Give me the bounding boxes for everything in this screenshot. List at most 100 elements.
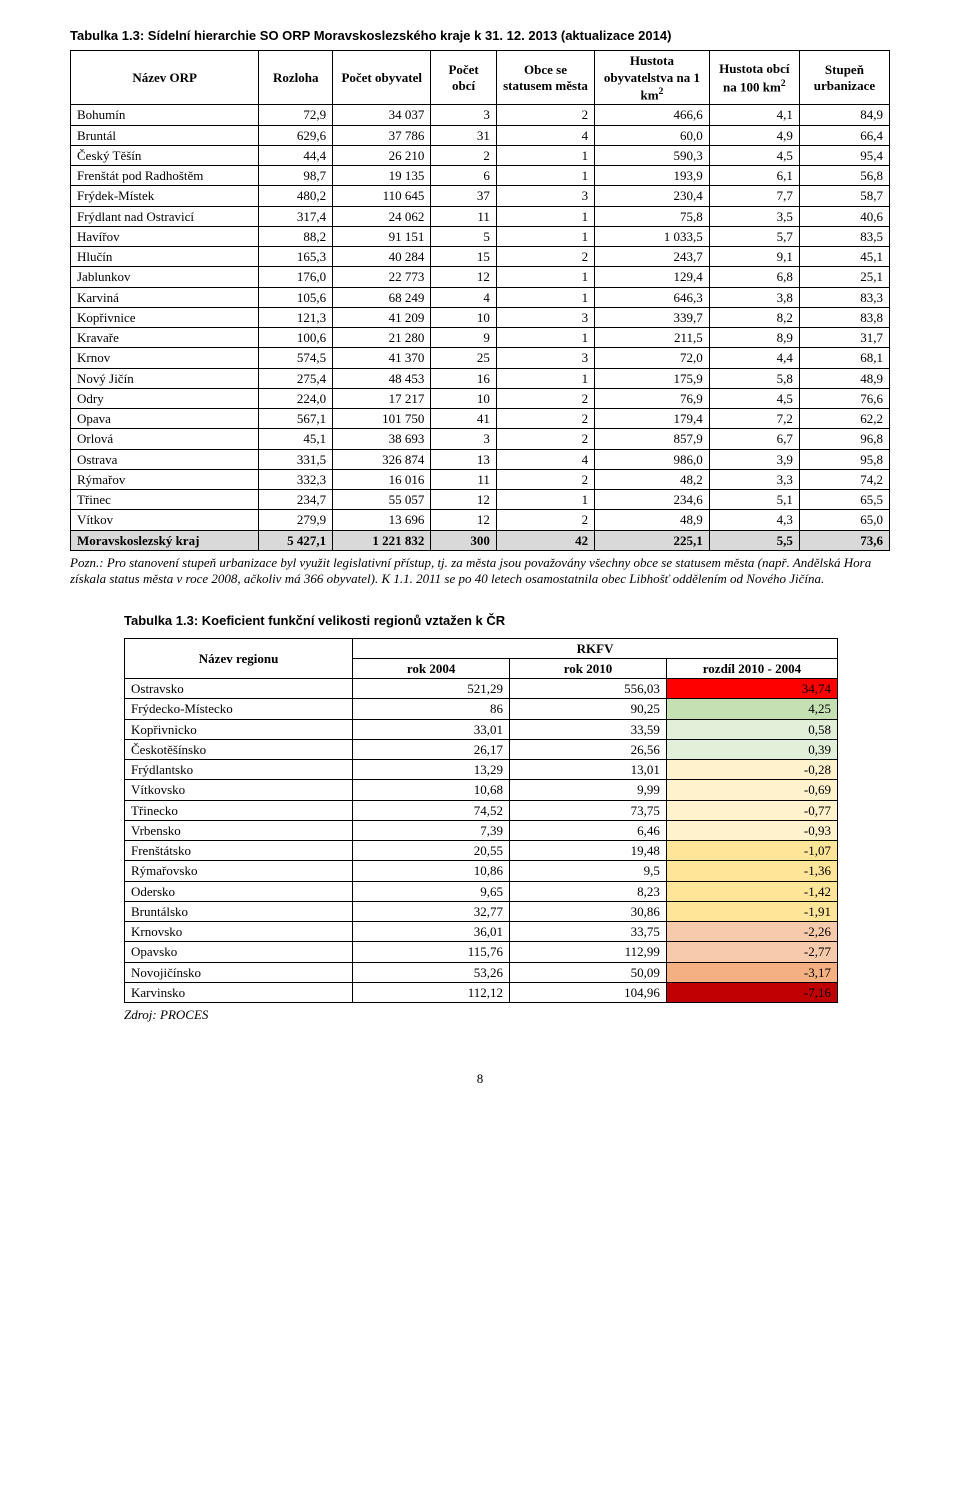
row-value: 13 xyxy=(431,449,497,469)
row-name: Opava xyxy=(71,409,259,429)
row-value: 331,5 xyxy=(259,449,333,469)
table2-header-name: Název regionu xyxy=(125,638,353,679)
row-name: Frenštátsko xyxy=(125,841,353,861)
row-value: 37 786 xyxy=(333,125,431,145)
row-value: 20,55 xyxy=(353,841,510,861)
row-value: 6,8 xyxy=(709,267,799,287)
row-name: Frýdek-Místek xyxy=(71,186,259,206)
table-row: Rýmařovsko10,869,5-1,36 xyxy=(125,861,838,881)
row-value: 2 xyxy=(496,429,594,449)
table-row: Odersko9,658,23-1,42 xyxy=(125,881,838,901)
row-value: -0,77 xyxy=(666,800,837,820)
table-row: Frýdlant nad Ostravicí317,424 06211175,8… xyxy=(71,206,890,226)
row-value: 83,8 xyxy=(799,307,889,327)
row-value: 275,4 xyxy=(259,368,333,388)
row-name: Hlučín xyxy=(71,247,259,267)
row-value: 40,6 xyxy=(799,206,889,226)
row-value: 129,4 xyxy=(595,267,710,287)
row-value: 65,5 xyxy=(799,490,889,510)
row-value: 3,3 xyxy=(709,469,799,489)
page-number: 8 xyxy=(70,1071,890,1087)
row-value: 26,17 xyxy=(353,739,510,759)
row-value: 16 xyxy=(431,368,497,388)
row-value: -2,26 xyxy=(666,922,837,942)
row-value: 7,7 xyxy=(709,186,799,206)
row-value: 9,1 xyxy=(709,247,799,267)
table1-col-header: Hustota obyvatelstva na 1 km2 xyxy=(595,51,710,105)
table-row: Karvinsko112,12104,96-7,16 xyxy=(125,982,838,1002)
row-value: 0,58 xyxy=(666,719,837,739)
row-value: 96,8 xyxy=(799,429,889,449)
row-value: 12 xyxy=(431,267,497,287)
row-value: 13,01 xyxy=(510,760,667,780)
row-value: 4 xyxy=(431,287,497,307)
row-value: 26 210 xyxy=(333,145,431,165)
row-value: 10,68 xyxy=(353,780,510,800)
table2-header: Název regionu RKFV rok 2004rok 2010rozdí… xyxy=(125,638,838,679)
table-row: Vrbensko7,396,46-0,93 xyxy=(125,820,838,840)
row-value: 31 xyxy=(431,125,497,145)
table1-body: Bohumín72,934 03732466,64,184,9Bruntál62… xyxy=(71,105,890,551)
row-name: Frýdlant nad Ostravicí xyxy=(71,206,259,226)
row-value: 165,3 xyxy=(259,247,333,267)
table2-source: Zdroj: PROCES xyxy=(124,1007,890,1023)
row-value: 11 xyxy=(431,469,497,489)
row-value: 66,4 xyxy=(799,125,889,145)
row-value: 5,8 xyxy=(709,368,799,388)
row-value: 56,8 xyxy=(799,166,889,186)
row-value: 34,74 xyxy=(666,679,837,699)
row-name: Kopřivnicko xyxy=(125,719,353,739)
row-value: -1,91 xyxy=(666,901,837,921)
row-value: 243,7 xyxy=(595,247,710,267)
row-value: 25 xyxy=(431,348,497,368)
table-row: Bohumín72,934 03732466,64,184,9 xyxy=(71,105,890,125)
row-name: Krnov xyxy=(71,348,259,368)
row-name: Český Těšín xyxy=(71,145,259,165)
row-value: 332,3 xyxy=(259,469,333,489)
row-value: 24 062 xyxy=(333,206,431,226)
row-value: 2 xyxy=(496,469,594,489)
row-value: 8,2 xyxy=(709,307,799,327)
row-value: 175,9 xyxy=(595,368,710,388)
row-name: Odry xyxy=(71,388,259,408)
table-row: Rýmařov332,316 01611248,23,374,2 xyxy=(71,469,890,489)
row-value: 58,7 xyxy=(799,186,889,206)
row-value: 48,2 xyxy=(595,469,710,489)
row-value: 629,6 xyxy=(259,125,333,145)
row-name: Nový Jičín xyxy=(71,368,259,388)
table-row: Frýdecko-Místecko8690,254,25 xyxy=(125,699,838,719)
row-name: Kravaře xyxy=(71,328,259,348)
row-value: 6,46 xyxy=(510,820,667,840)
row-value: 25,1 xyxy=(799,267,889,287)
row-value: 21 280 xyxy=(333,328,431,348)
table1: Název ORPRozlohaPočet obyvatelPočet obcí… xyxy=(70,50,890,551)
row-value: 4,5 xyxy=(709,388,799,408)
row-value: 48,9 xyxy=(799,368,889,388)
row-value: 34 037 xyxy=(333,105,431,125)
row-name: Bruntál xyxy=(71,125,259,145)
row-value: 83,3 xyxy=(799,287,889,307)
total-value: 225,1 xyxy=(595,530,710,550)
row-value: 567,1 xyxy=(259,409,333,429)
row-value: 2 xyxy=(431,145,497,165)
row-value: 95,4 xyxy=(799,145,889,165)
row-value: 110 645 xyxy=(333,186,431,206)
row-value: 112,12 xyxy=(353,982,510,1002)
row-value: 646,3 xyxy=(595,287,710,307)
table1-col-header: Počet obyvatel xyxy=(333,51,431,105)
table-row: Český Těšín44,426 21021590,34,595,4 xyxy=(71,145,890,165)
row-name: Orlová xyxy=(71,429,259,449)
row-value: 13,29 xyxy=(353,760,510,780)
total-value: 5 427,1 xyxy=(259,530,333,550)
row-value: 339,7 xyxy=(595,307,710,327)
table1-total-row: Moravskoslezský kraj5 427,11 221 8323004… xyxy=(71,530,890,550)
table-row: Vítkovsko10,689,99-0,69 xyxy=(125,780,838,800)
row-value: 4,5 xyxy=(709,145,799,165)
row-value: 74,52 xyxy=(353,800,510,820)
row-value: 36,01 xyxy=(353,922,510,942)
row-value: 15 xyxy=(431,247,497,267)
row-value: 1 xyxy=(496,267,594,287)
row-value: 7,39 xyxy=(353,820,510,840)
table-row: Bruntál629,637 78631460,04,966,4 xyxy=(71,125,890,145)
table1-header: Název ORPRozlohaPočet obyvatelPočet obcí… xyxy=(71,51,890,105)
